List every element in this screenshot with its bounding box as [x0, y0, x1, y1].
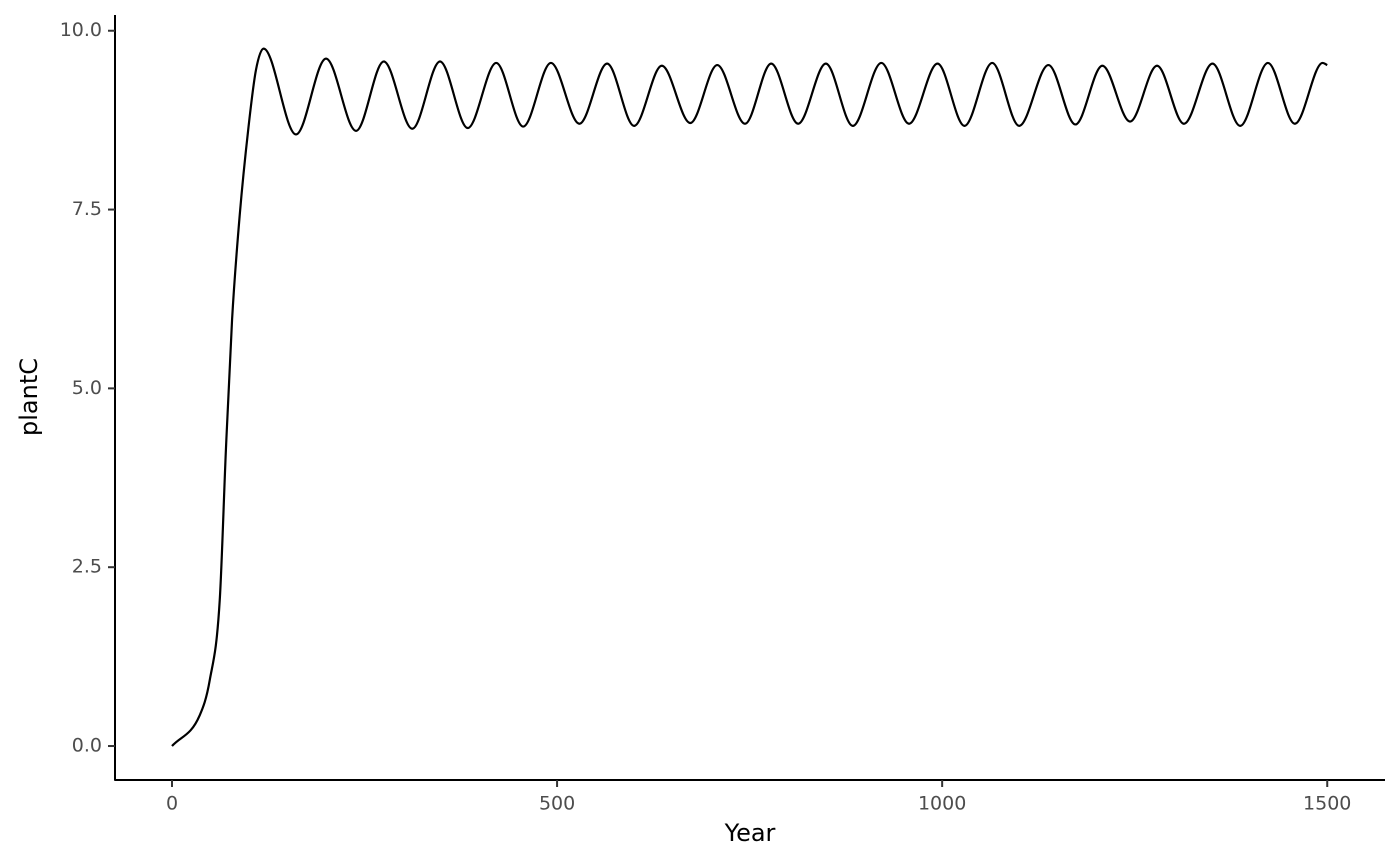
x-tick-label: 0 [166, 793, 178, 815]
y-axis-title: plantC [15, 358, 43, 436]
y-tick-label: 10.0 [60, 19, 102, 41]
x-tick-label: 500 [539, 793, 575, 815]
y-tick-label: 5.0 [72, 377, 102, 399]
y-tick-label: 2.5 [72, 556, 102, 578]
x-tick-label: 1000 [918, 793, 966, 815]
x-tick-label: 1500 [1303, 793, 1351, 815]
x-axis-title: Year [724, 819, 776, 847]
data-line [171, 47, 1328, 747]
y-tick-label: 7.5 [72, 198, 102, 220]
y-tick-label: 0.0 [72, 735, 102, 757]
